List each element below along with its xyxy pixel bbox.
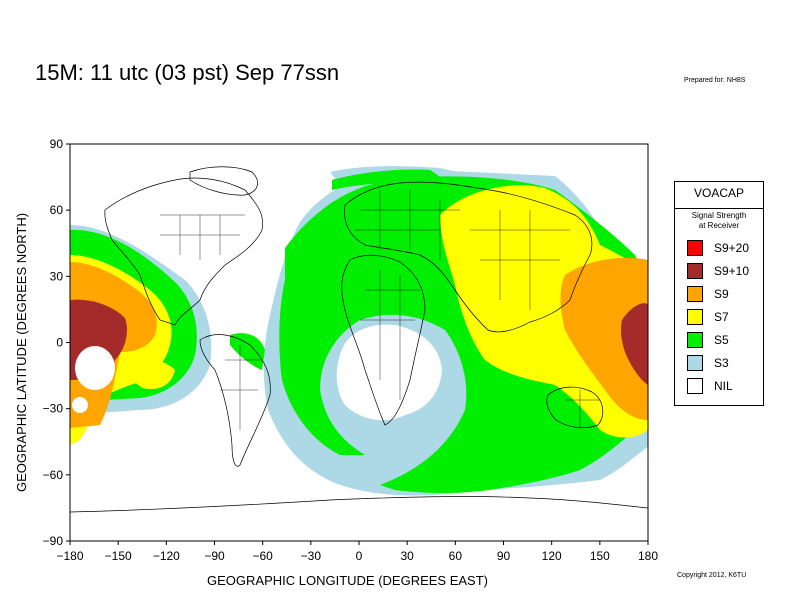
legend-swatch [687,309,703,325]
legend-title: VOACAP [693,186,744,200]
y-tick-label: 60 [50,203,64,217]
legend-swatch [687,355,703,371]
legend-swatch [687,263,703,279]
x-tick-label: 150 [590,549,610,563]
legend-label: S7 [714,310,729,324]
map-title: 15M: 11 utc (03 pst) Sep 77ssn [35,60,340,85]
legend-label: S3 [714,356,729,370]
y-tick-label: 0 [56,336,63,350]
x-tick-label: 60 [449,549,463,563]
x-tick-label: −90 [204,549,225,563]
y-tick-label: 90 [50,137,64,151]
y-tick-label: −90 [43,534,64,548]
legend-divider [675,208,763,209]
legend: VOACAP Signal Strength at Receiver S9+20… [674,181,764,406]
legend-swatch [687,240,703,256]
coverage-layers [70,144,648,541]
y-axis-ticks: 90 60 30 0 −30 −60 −90 [43,137,70,548]
prepared-for-note: Prepared for: NH8S [684,77,746,84]
legend-label: S9 [714,287,729,301]
x-tick-label: 180 [638,549,658,563]
legend-swatch [687,332,703,348]
x-tick-label: 0 [356,549,363,563]
legend-label: S5 [714,333,729,347]
y-tick-label: 30 [50,269,64,283]
x-tick-label: 90 [497,549,511,563]
nil-region-pacific [75,346,115,390]
x-axis-ticks: −180 −150 −120 −90 −60 −30 0 30 60 90 120 150 180 [56,541,658,563]
country-borders [160,190,600,430]
x-tick-label: −150 [105,549,132,563]
x-axis-label: GEOGRAPHIC LONGITUDE (DEGREES EAST) [207,573,488,588]
y-tick-label: −30 [43,402,64,416]
legend-label: S9+20 [714,241,750,255]
legend-label: S9+10 [714,264,750,278]
x-tick-label: 120 [542,549,562,563]
copyright-note: Copyright 2012, K6TU [677,572,747,579]
coastlines [70,166,648,513]
x-tick-label: −120 [153,549,180,563]
y-tick-label: −60 [43,468,64,482]
nil-region-atlantic [336,324,442,421]
nil-region-pacific-small [72,397,88,413]
legend-label: NIL [714,379,733,393]
legend-swatch [687,378,703,394]
x-tick-label: 30 [400,549,414,563]
legend-subtitle: Signal Strength at Receiver [691,211,747,230]
x-tick-label: −180 [56,549,83,563]
legend-swatch [687,286,703,302]
x-tick-label: −30 [301,549,322,563]
x-tick-label: −60 [252,549,273,563]
